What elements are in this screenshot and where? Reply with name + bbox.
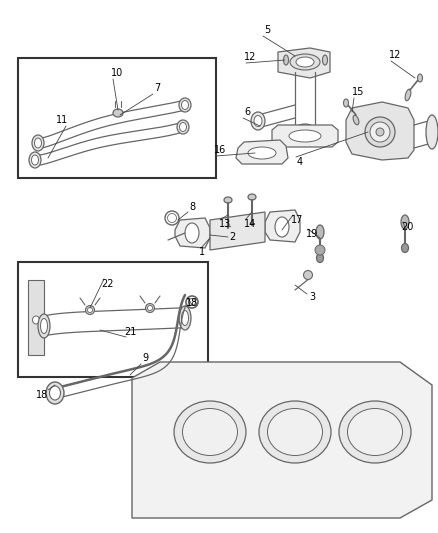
Ellipse shape: [32, 155, 39, 165]
Text: 9: 9: [142, 353, 148, 363]
Ellipse shape: [177, 120, 189, 134]
Ellipse shape: [376, 128, 384, 136]
Bar: [18, 58, 216, 178]
Ellipse shape: [339, 401, 411, 463]
Polygon shape: [28, 280, 44, 355]
Text: 11: 11: [56, 115, 68, 125]
Text: 14: 14: [244, 219, 256, 229]
Text: 18: 18: [186, 298, 198, 308]
Ellipse shape: [224, 197, 232, 203]
Ellipse shape: [426, 115, 438, 149]
Ellipse shape: [179, 306, 191, 330]
Ellipse shape: [259, 401, 331, 463]
Ellipse shape: [29, 152, 41, 168]
Ellipse shape: [32, 316, 39, 324]
Polygon shape: [346, 102, 414, 160]
Ellipse shape: [145, 303, 155, 312]
Ellipse shape: [251, 112, 265, 130]
Ellipse shape: [179, 98, 191, 112]
Text: 12: 12: [389, 50, 401, 60]
Ellipse shape: [254, 116, 262, 126]
Text: 3: 3: [309, 292, 315, 302]
Ellipse shape: [148, 305, 152, 311]
Ellipse shape: [417, 74, 423, 82]
Ellipse shape: [322, 55, 328, 65]
Ellipse shape: [304, 271, 312, 279]
Text: 13: 13: [219, 219, 231, 229]
Text: 21: 21: [124, 327, 136, 337]
Ellipse shape: [401, 215, 409, 229]
Text: 22: 22: [102, 279, 114, 289]
Ellipse shape: [46, 382, 64, 404]
Polygon shape: [236, 140, 288, 164]
Ellipse shape: [186, 296, 198, 308]
Ellipse shape: [85, 305, 95, 314]
Ellipse shape: [185, 223, 199, 243]
Ellipse shape: [180, 123, 187, 132]
Ellipse shape: [347, 408, 403, 456]
Text: 15: 15: [352, 87, 364, 97]
Ellipse shape: [113, 109, 123, 117]
Ellipse shape: [353, 115, 359, 125]
Ellipse shape: [181, 101, 188, 109]
Ellipse shape: [283, 55, 289, 65]
Polygon shape: [210, 212, 265, 250]
Ellipse shape: [88, 308, 92, 312]
Ellipse shape: [316, 225, 324, 239]
Ellipse shape: [35, 138, 42, 148]
Ellipse shape: [343, 99, 349, 107]
Text: 6: 6: [244, 107, 250, 117]
Ellipse shape: [315, 245, 325, 255]
Ellipse shape: [49, 386, 60, 400]
Text: 16: 16: [214, 145, 226, 155]
Ellipse shape: [317, 254, 324, 262]
Text: 4: 4: [297, 157, 303, 167]
Text: 17: 17: [291, 215, 303, 225]
Ellipse shape: [365, 117, 395, 147]
Text: 7: 7: [154, 83, 160, 93]
Polygon shape: [278, 48, 330, 78]
Text: 2: 2: [229, 232, 235, 242]
Ellipse shape: [181, 311, 188, 326]
Text: 10: 10: [111, 68, 123, 78]
Text: 12: 12: [244, 52, 256, 62]
Ellipse shape: [402, 244, 409, 253]
Text: 18: 18: [36, 390, 48, 400]
Ellipse shape: [268, 408, 322, 456]
Text: 20: 20: [401, 222, 413, 232]
Ellipse shape: [165, 211, 179, 225]
Ellipse shape: [370, 122, 390, 142]
Text: 5: 5: [264, 25, 270, 35]
Ellipse shape: [275, 217, 289, 237]
Ellipse shape: [248, 147, 276, 159]
Ellipse shape: [32, 135, 44, 151]
Ellipse shape: [289, 130, 321, 142]
Polygon shape: [272, 125, 338, 147]
Ellipse shape: [174, 401, 246, 463]
Polygon shape: [132, 362, 432, 518]
Text: 8: 8: [189, 202, 195, 212]
Ellipse shape: [290, 54, 320, 70]
Text: 19: 19: [306, 229, 318, 239]
Ellipse shape: [295, 124, 315, 136]
Ellipse shape: [40, 319, 47, 334]
Ellipse shape: [38, 314, 50, 338]
Text: 1: 1: [199, 247, 205, 257]
Ellipse shape: [183, 408, 237, 456]
Ellipse shape: [248, 194, 256, 200]
Bar: [18, 262, 208, 377]
Polygon shape: [175, 218, 210, 248]
Ellipse shape: [405, 89, 411, 101]
Polygon shape: [265, 210, 300, 242]
Ellipse shape: [296, 57, 314, 67]
